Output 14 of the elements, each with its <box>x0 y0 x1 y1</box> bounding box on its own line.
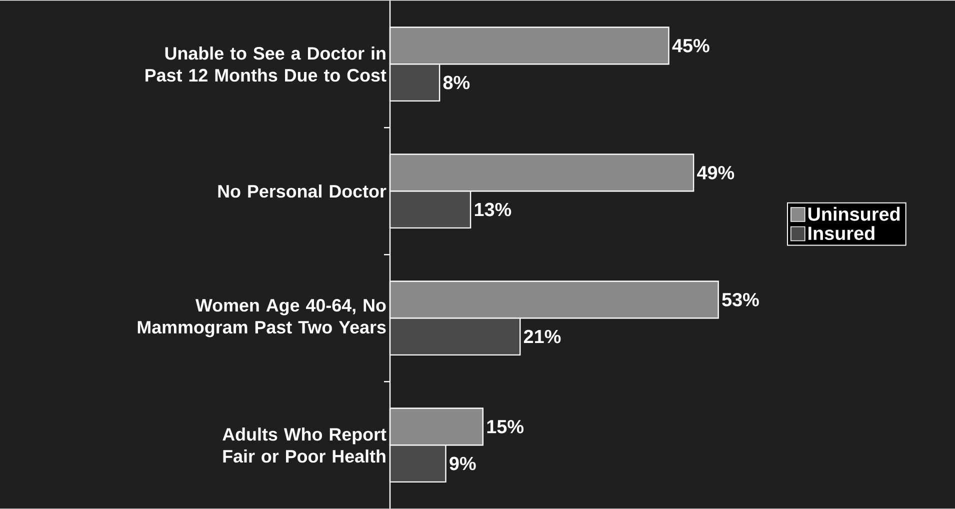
legend-label: Insured <box>808 226 874 240</box>
data-label: 8% <box>443 76 470 90</box>
legend-label: Uninsured <box>808 206 900 221</box>
y-tick-label: Women Age 40-64, No Mammogram Past Two Years <box>138 298 386 338</box>
y-tick-label: No Personal Doctor <box>218 184 386 198</box>
y-tick-label: Unable to See a Doctor in Past 12 Months Due to Cost <box>146 46 386 82</box>
data-label: 21% <box>524 330 561 344</box>
data-label: 49% <box>697 166 734 180</box>
data-label: 9% <box>450 456 476 470</box>
data-label: 45% <box>672 38 710 52</box>
data-label: 53% <box>722 292 759 306</box>
data-label: 15% <box>487 420 524 434</box>
data-label: 13% <box>474 202 512 216</box>
y-tick-label: Adults Who Report Fair or Poor Health <box>222 427 386 463</box>
